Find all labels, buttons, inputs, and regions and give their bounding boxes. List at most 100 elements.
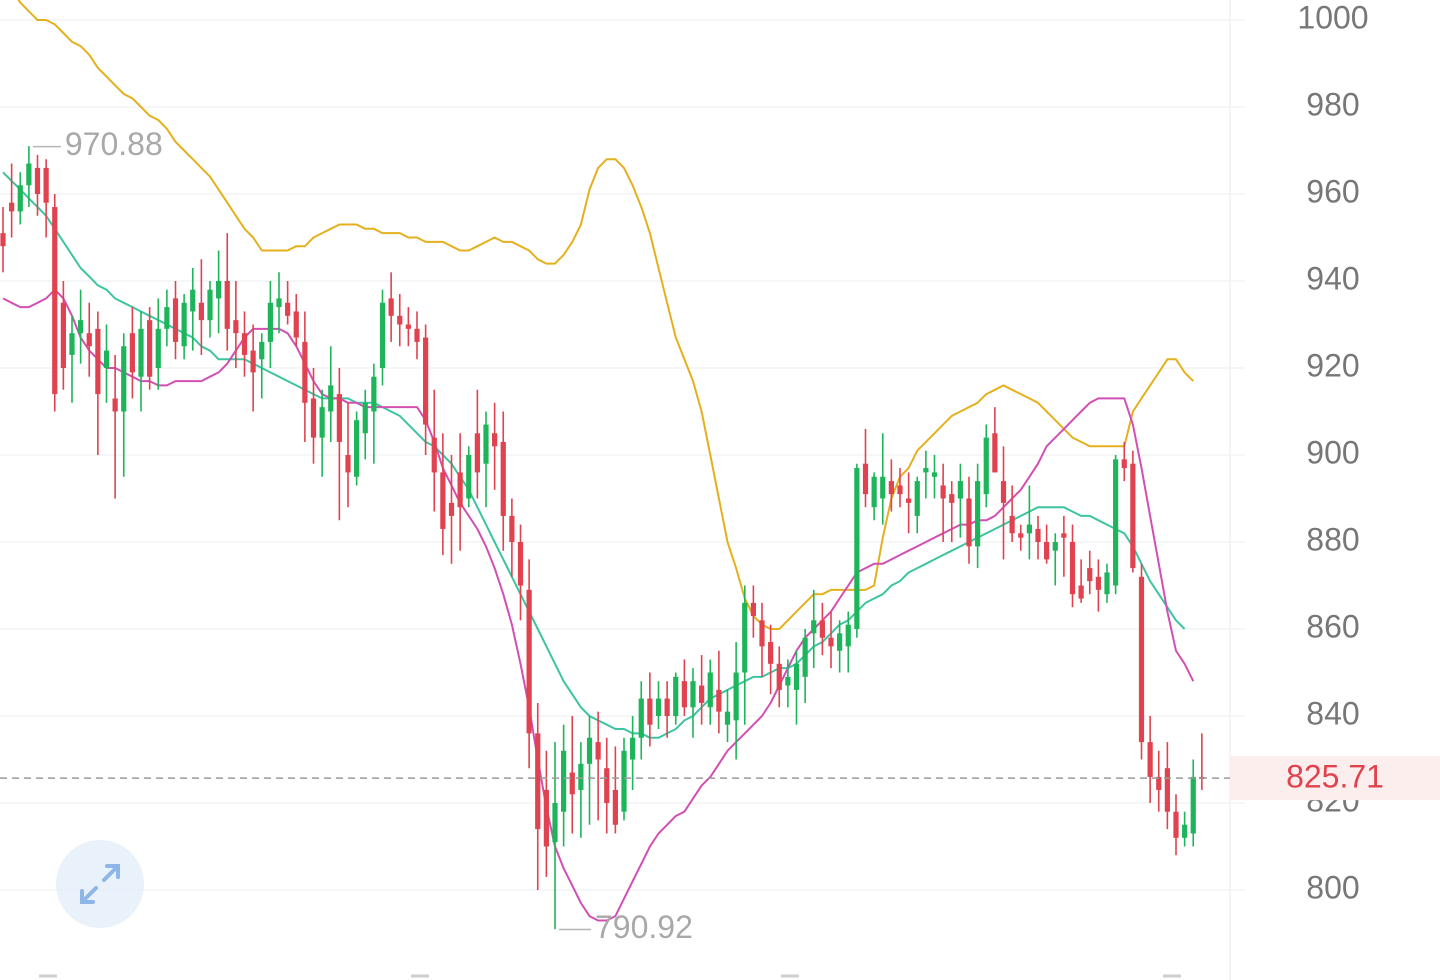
candle-body	[26, 163, 32, 186]
candle	[129, 307, 135, 399]
candle-body	[233, 320, 239, 334]
candle	[1156, 750, 1162, 812]
candle	[975, 463, 981, 569]
candle-body	[733, 672, 739, 721]
candle-body	[224, 281, 230, 329]
candle-body	[371, 376, 377, 412]
candle	[940, 463, 946, 542]
candle	[336, 368, 342, 521]
candle-body	[707, 672, 713, 708]
candle-body	[742, 602, 748, 673]
candle	[880, 433, 886, 525]
candle-body	[379, 302, 386, 368]
candle	[561, 724, 567, 847]
candle	[699, 655, 705, 725]
candle-body	[1164, 768, 1170, 812]
low-marker-label: 790.92	[595, 909, 693, 945]
candle	[1199, 733, 1205, 790]
candle	[931, 455, 938, 499]
candle-body	[1156, 776, 1162, 790]
candle-body	[578, 763, 584, 790]
candle-body	[1052, 542, 1058, 551]
candle	[492, 402, 498, 490]
candle-body	[526, 589, 532, 734]
candle-body	[267, 302, 273, 342]
candle-body	[52, 207, 58, 395]
candle-body	[837, 633, 843, 651]
candle	[707, 659, 713, 725]
candle	[1069, 524, 1076, 608]
candle	[897, 468, 903, 508]
candle-body	[483, 424, 489, 464]
candle-body	[78, 320, 84, 334]
candle-body	[983, 437, 989, 495]
candle	[716, 650, 722, 734]
candle	[509, 498, 515, 577]
candle	[34, 154, 41, 216]
candle-body	[561, 750, 567, 812]
candle	[811, 589, 817, 669]
candle-body	[448, 502, 455, 516]
indicator-lines	[2, 0, 1195, 922]
candle-body	[466, 455, 472, 499]
candle-body	[129, 333, 135, 373]
candle-body	[966, 498, 972, 547]
candle-body	[328, 385, 334, 412]
candle	[664, 681, 670, 738]
candle-body	[1044, 542, 1050, 560]
candle	[612, 746, 618, 834]
candle	[379, 289, 386, 386]
expand-chart-button[interactable]	[56, 840, 144, 928]
candle	[1147, 716, 1153, 803]
candle-body	[164, 307, 170, 329]
candle	[155, 298, 161, 390]
candle	[112, 354, 118, 499]
candle	[95, 311, 101, 455]
candle-body	[543, 789, 549, 847]
candle-body	[517, 542, 524, 586]
candle-body	[1018, 533, 1024, 538]
current-price-label: 825.71	[1286, 759, 1384, 795]
candle	[414, 311, 420, 360]
candle	[673, 672, 679, 725]
candle	[103, 324, 110, 403]
candle-body	[923, 468, 929, 473]
candle-body	[155, 328, 161, 368]
candle-body	[716, 689, 722, 712]
candle	[1061, 515, 1067, 577]
candle-body	[724, 711, 731, 725]
candle-body	[621, 750, 627, 812]
candle	[733, 642, 739, 760]
candle-body	[310, 398, 317, 438]
candle	[552, 742, 558, 930]
candle-body	[440, 472, 446, 529]
price-markers: 970.88 790.92	[32, 126, 693, 945]
candle-body	[60, 302, 66, 368]
candle	[43, 159, 49, 238]
candle	[1095, 559, 1101, 612]
y-tick-label: 980	[1306, 86, 1359, 122]
candle-body	[147, 320, 153, 377]
candle	[768, 624, 774, 695]
candle	[78, 289, 84, 364]
candle-body	[190, 289, 196, 312]
candle	[52, 194, 58, 412]
indicator-line	[17, 0, 1195, 630]
candle-body	[1087, 568, 1093, 582]
candle-body	[931, 472, 938, 477]
candle	[724, 689, 731, 743]
candle-body	[630, 737, 636, 760]
candle	[302, 311, 308, 442]
candle-body	[1113, 459, 1119, 586]
candle	[517, 524, 524, 621]
candle-body	[802, 637, 808, 677]
candle-body	[492, 433, 498, 447]
current-price-background	[1230, 756, 1440, 801]
candle	[466, 446, 472, 508]
candle-body	[768, 642, 774, 664]
candle	[888, 459, 894, 512]
candle-body	[1009, 515, 1015, 534]
indicator-line	[2, 288, 1195, 922]
